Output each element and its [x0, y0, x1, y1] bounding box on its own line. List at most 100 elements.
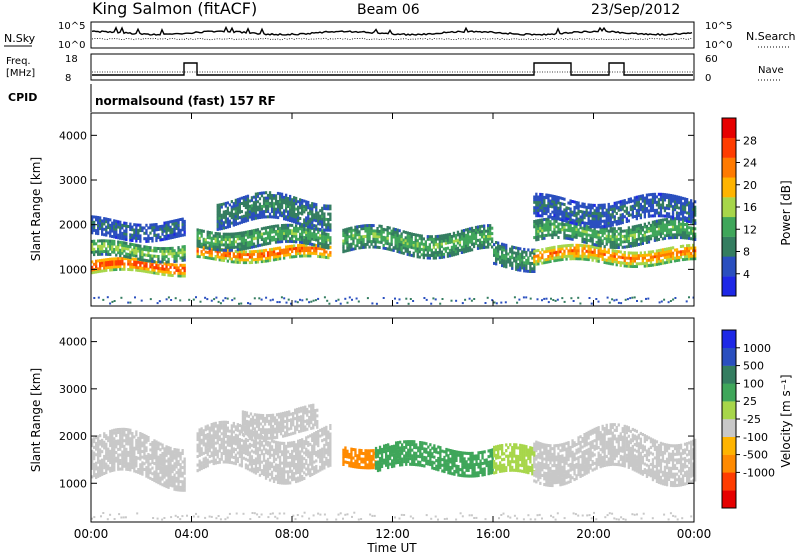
heatmap-cell — [577, 296, 580, 299]
heatmap-cell — [323, 252, 326, 256]
heatmap-cell — [93, 468, 96, 472]
heatmap-cell — [609, 256, 612, 260]
heatmap-cell — [422, 250, 425, 254]
heatmap-cell — [312, 299, 315, 302]
heatmap-cell — [250, 250, 254, 254]
heatmap-cell — [354, 225, 357, 229]
heatmap-cell — [111, 440, 114, 444]
heatmap-cell — [299, 251, 302, 255]
y-tick-label: 1000 — [59, 263, 87, 276]
heatmap-cell — [679, 196, 683, 200]
heatmap-cell — [268, 248, 272, 252]
heatmap-cell — [686, 231, 689, 235]
heatmap-cell — [587, 203, 590, 207]
heatmap-cell — [521, 266, 524, 270]
heatmap-cell — [218, 208, 221, 212]
heatmap-cell — [216, 225, 219, 229]
heatmap-cell — [366, 234, 369, 238]
heatmap-cell — [406, 231, 409, 235]
heatmap-cell — [181, 225, 184, 229]
heatmap-cell — [561, 258, 564, 261]
heatmap-cell — [135, 246, 138, 250]
heatmap-cell — [226, 243, 229, 247]
heatmap-cell — [539, 208, 542, 212]
heatmap-cell — [123, 439, 126, 443]
heatmap-cell — [244, 463, 248, 467]
heatmap-cell — [675, 211, 679, 215]
heatmap-cell — [408, 234, 411, 238]
heatmap-cell — [230, 424, 233, 428]
heatmap-cell — [655, 252, 659, 256]
heatmap-cell — [248, 468, 252, 472]
heatmap-cell — [226, 437, 229, 441]
heatmap-cell — [621, 253, 624, 257]
heatmap-cell — [553, 219, 556, 223]
heatmap-cell — [117, 245, 120, 249]
heatmap-cell — [145, 259, 148, 262]
heatmap-cell — [354, 233, 357, 237]
heatmap-cell — [352, 239, 355, 243]
heatmap-cell — [167, 482, 170, 486]
heatmap-cell — [121, 243, 124, 247]
heatmap-cell — [266, 234, 270, 237]
heatmap-cell — [659, 251, 663, 255]
heatmap-cell — [266, 204, 270, 208]
heatmap-cell — [149, 223, 152, 227]
heatmap-cell — [593, 214, 596, 218]
heatmap-cell — [523, 264, 526, 267]
heatmap-cell — [350, 237, 353, 241]
heatmap-cell — [388, 245, 391, 249]
heatmap-cell — [117, 243, 120, 247]
heatmap-cell — [238, 205, 241, 209]
heatmap-cell — [111, 262, 114, 266]
heatmap-cell — [171, 230, 174, 234]
heatmap-cell — [307, 246, 310, 250]
heatmap-cell — [155, 477, 158, 481]
heatmap-cell — [305, 246, 308, 250]
heatmap-cell — [309, 251, 312, 255]
heatmap-cell — [679, 245, 683, 248]
heatmap-cell — [444, 241, 448, 245]
heatmap-cell — [581, 234, 584, 238]
heatmap-cell — [637, 229, 640, 233]
heatmap-cell — [183, 227, 186, 231]
heatmap-cell — [149, 265, 152, 269]
heatmap-cell — [93, 228, 96, 232]
heatmap-cell — [589, 206, 592, 210]
heatmap-cell — [669, 199, 673, 203]
heatmap-cell — [675, 227, 679, 231]
heatmap-cell — [348, 245, 351, 249]
heatmap-cell — [256, 241, 260, 245]
heatmap-cell — [131, 460, 134, 464]
heatmap-cell — [119, 228, 122, 232]
heatmap-cell — [111, 224, 114, 228]
heatmap-cell — [515, 246, 518, 250]
heatmap-cell — [683, 257, 687, 261]
heatmap-cell — [679, 230, 683, 234]
heatmap-cell — [323, 237, 326, 241]
heatmap-cell — [305, 243, 308, 247]
heatmap-cell — [613, 257, 616, 261]
heatmap-cell — [222, 226, 225, 230]
heatmap-cell — [557, 247, 560, 251]
heatmap-cell — [218, 245, 221, 249]
heatmap-cell — [97, 443, 100, 447]
heatmap-cell — [679, 204, 683, 208]
heatmap-cell — [545, 217, 548, 221]
heatmap-cell — [681, 215, 685, 219]
heatmap-cell — [133, 246, 136, 250]
heatmap-cell — [129, 238, 132, 242]
heatmap-cell — [635, 262, 638, 266]
heatmap-cell — [299, 222, 302, 226]
heatmap-cell — [615, 240, 618, 244]
heatmap-cell — [101, 250, 104, 253]
heatmap-cell — [105, 471, 108, 475]
heatmap-cell — [238, 234, 241, 238]
heatmap-cell — [272, 215, 276, 219]
heatmap-cell — [470, 242, 474, 246]
heatmap-cell — [657, 262, 661, 266]
heatmap-cell — [587, 216, 590, 220]
heatmap-cell — [679, 217, 683, 221]
heatmap-cell — [585, 238, 588, 242]
